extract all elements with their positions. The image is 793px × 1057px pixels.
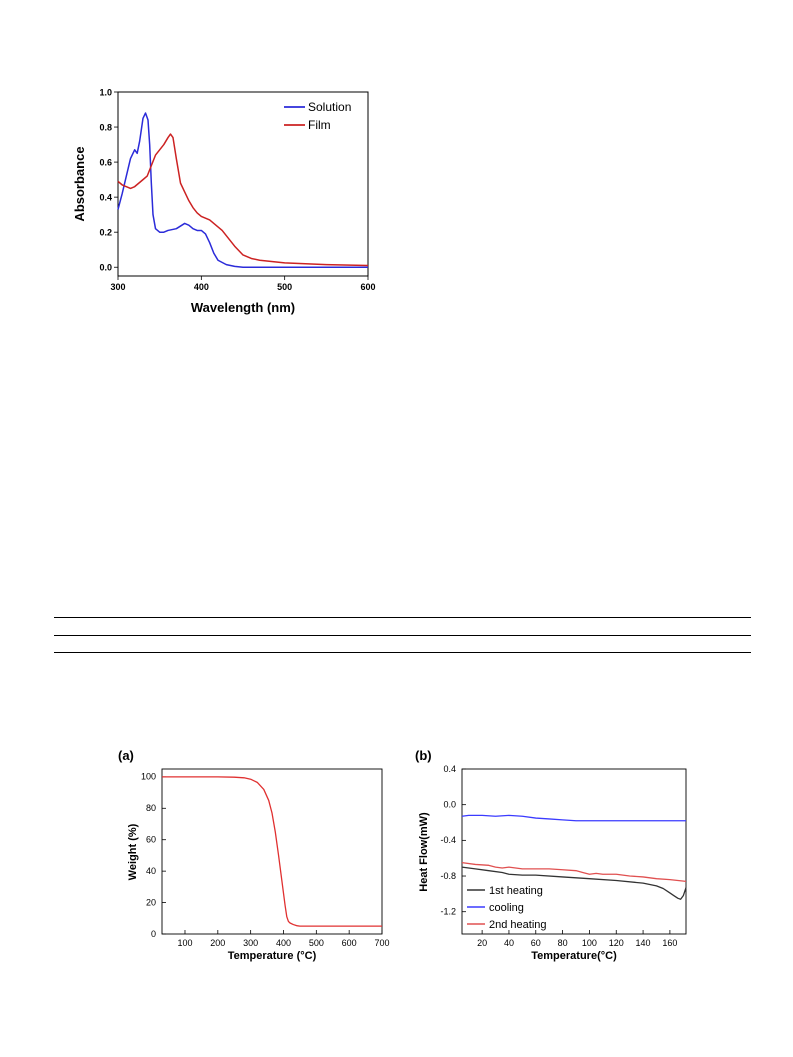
dsc-chart: (b) 20 40 60 80 100 120 140 160 -1.2 -0.8 -0.4 0.0 0… <box>415 748 687 962</box>
tga-plot-frame <box>161 768 383 935</box>
tga-chart: (a) 100 200 300 400 500 600 700 0 20 40 60 80 100 Te… <box>118 748 390 962</box>
dsc-legend: 1st heating cooling 2nd heating <box>467 885 547 931</box>
y-tick-label: 80 <box>146 803 156 813</box>
uvvis-y-axis-label: Absorbance <box>72 146 87 221</box>
x-tick-label: 60 <box>531 938 541 948</box>
dsc-series <box>461 814 687 900</box>
y-tick-label: 0.2 <box>99 228 112 238</box>
tga-ticks: 100 200 300 400 500 600 700 0 20 40 60 80 100 <box>141 772 390 948</box>
y-tick-label: 20 <box>146 897 156 907</box>
uvvis-series <box>117 112 369 268</box>
y-tick-label: 1.0 <box>99 88 112 98</box>
x-tick-label: 200 <box>210 938 225 948</box>
dsc-plot-frame <box>461 768 687 935</box>
legend-label-cooling: cooling <box>489 902 524 914</box>
x-tick-label: 160 <box>662 938 677 948</box>
tga-x-axis-label: Temperature (°C) <box>228 950 317 962</box>
uvvis-plot-area: 300 400 500 600 0.0 0.2 0.4 0.6 0.8 1.0 <box>99 88 375 293</box>
x-tick-label: 500 <box>277 282 292 292</box>
y-tick-label: -1.2 <box>440 907 456 917</box>
y-tick-label: 60 <box>146 835 156 845</box>
x-tick-label: 100 <box>177 938 192 948</box>
x-tick-label: 100 <box>582 938 597 948</box>
x-tick-label: 500 <box>309 938 324 948</box>
x-tick-label: 140 <box>636 938 651 948</box>
series-line-1st-heating <box>461 866 687 900</box>
table-bottom-rule <box>54 652 751 653</box>
tga-plot-area: 100 200 300 400 500 600 700 0 20 40 60 80 100 <box>141 768 390 948</box>
y-tick-label: -0.4 <box>440 835 456 845</box>
dsc-x-axis-label: Temperature(°C) <box>531 950 617 962</box>
tga-panel-label: (a) <box>118 748 134 763</box>
series-line-solution <box>117 112 368 268</box>
series-line-tga <box>162 776 382 927</box>
series-line-cooling <box>461 814 686 822</box>
y-tick-label: 0.0 <box>99 263 112 273</box>
series-line-film <box>117 133 369 267</box>
x-tick-label: 700 <box>374 938 389 948</box>
dsc-y-axis-label: Heat Flow(mW) <box>418 812 430 892</box>
uvvis-ticks: 300 400 500 600 0.0 0.2 0.4 0.6 0.8 1.0 <box>99 88 375 293</box>
series-line-2nd-heating <box>461 862 687 883</box>
x-tick-label: 300 <box>110 282 125 292</box>
legend-label-1st-heating: 1st heating <box>489 885 543 897</box>
y-tick-label: 0.0 <box>443 799 456 809</box>
y-tick-label: -0.8 <box>440 871 456 881</box>
x-tick-label: 600 <box>342 938 357 948</box>
y-tick-label: 0.4 <box>443 764 456 774</box>
dsc-ticks: 20 40 60 80 100 120 140 160 -1.2 -0.8 -0.4 0.0 0.4 <box>440 764 677 948</box>
x-tick-label: 120 <box>609 938 624 948</box>
legend-label-solution: Solution <box>308 100 351 114</box>
uvvis-x-axis-label: Wavelength (nm) <box>191 300 295 315</box>
uvvis-plot-frame <box>117 91 369 277</box>
y-tick-label: 0.8 <box>99 123 112 133</box>
x-tick-label: 20 <box>477 938 487 948</box>
y-tick-label: 40 <box>146 866 156 876</box>
x-tick-label: 80 <box>558 938 568 948</box>
y-tick-label: 0 <box>151 929 156 939</box>
y-tick-label: 100 <box>141 772 156 782</box>
x-tick-label: 600 <box>360 282 375 292</box>
dsc-panel-label: (b) <box>415 748 432 763</box>
y-tick-label: 0.4 <box>99 193 112 203</box>
uvvis-legend: Solution Film <box>284 100 351 132</box>
y-tick-label: 0.6 <box>99 158 112 168</box>
legend-label-film: Film <box>308 118 331 132</box>
legend-label-2nd-heating: 2nd heating <box>489 919 547 931</box>
uvvis-chart: 300 400 500 600 0.0 0.2 0.4 0.6 0.8 1.0 Wavelengt… <box>72 88 376 316</box>
tga-series <box>162 776 382 927</box>
dsc-plot-area: 20 40 60 80 100 120 140 160 -1.2 -0.8 -0.4 0.0 0.4 <box>440 764 687 948</box>
table-mid-rule <box>54 635 751 636</box>
tga-y-axis-label: Weight (%) <box>127 823 139 880</box>
x-tick-label: 400 <box>276 938 291 948</box>
table-top-rule <box>54 617 751 618</box>
x-tick-label: 400 <box>194 282 209 292</box>
x-tick-label: 300 <box>243 938 258 948</box>
x-tick-label: 40 <box>504 938 514 948</box>
